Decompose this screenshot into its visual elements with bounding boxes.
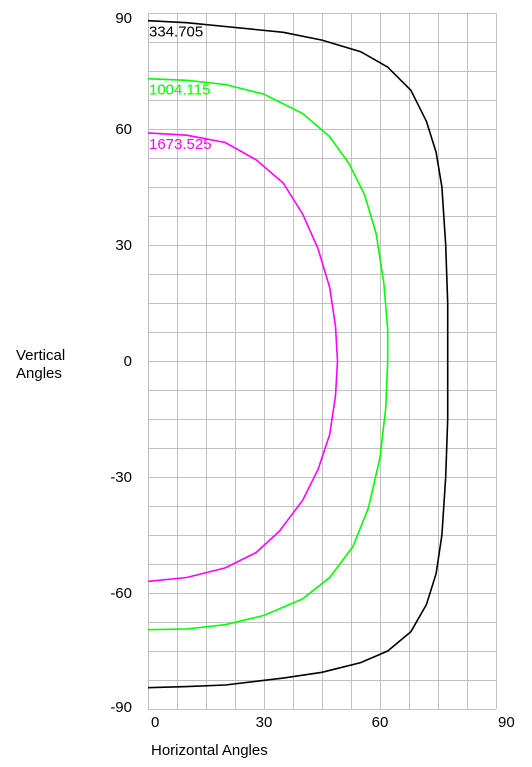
series-label-2: 1004.115: [149, 82, 210, 99]
grid: [148, 13, 497, 710]
series-labels: 334.705 1004.115 1673.525: [149, 24, 212, 153]
series-line-1: [147, 19, 449, 689]
y-tick-label: 30: [115, 237, 132, 254]
y-tick-label: -90: [110, 699, 132, 716]
y-tick-label: 0: [124, 353, 132, 370]
y-axis-title-line1: Vertical: [16, 347, 65, 364]
tick-labels: 90 60 30 0 -30 -60 -90 0 30 60 90: [110, 10, 514, 731]
x-tick-label: 90: [498, 714, 515, 731]
y-axis-title-line2: Angles: [16, 365, 62, 382]
x-tick-label: 30: [256, 714, 273, 731]
series-label-3: 1673.525: [149, 136, 212, 153]
x-tick-label: 0: [151, 714, 159, 731]
x-axis-title: Horizontal Angles: [151, 742, 268, 759]
series-line-3: [147, 132, 339, 583]
y-tick-label: 90: [115, 10, 132, 27]
series-label-1: 334.705: [149, 24, 203, 41]
y-tick-label: -60: [110, 585, 132, 602]
y-tick-label: -30: [110, 469, 132, 486]
x-tick-label: 60: [372, 714, 389, 731]
series-line-2: [147, 77, 389, 631]
y-tick-label: 60: [115, 121, 132, 138]
series-lines: [147, 19, 449, 689]
